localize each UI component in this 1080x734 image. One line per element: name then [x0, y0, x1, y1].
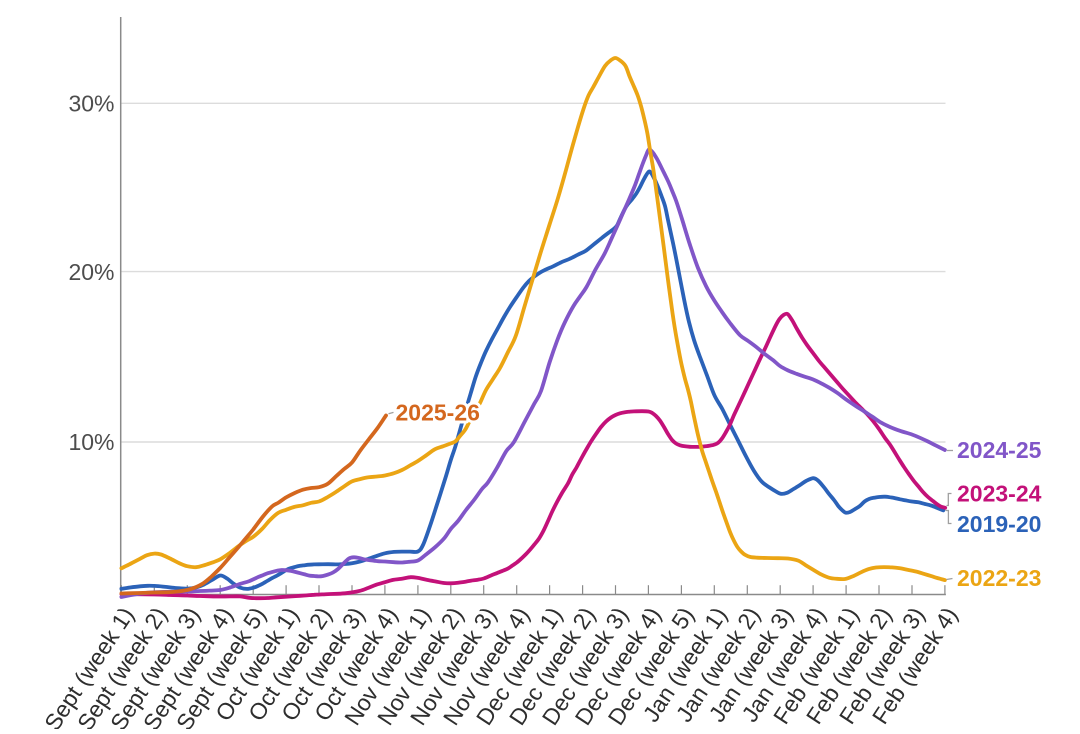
- svg-text:30%: 30%: [68, 91, 114, 117]
- svg-text:2025-26: 2025-26: [396, 400, 480, 426]
- svg-text:2022-23: 2022-23: [957, 565, 1041, 591]
- svg-text:2023-24: 2023-24: [957, 481, 1042, 507]
- svg-text:10%: 10%: [68, 429, 114, 455]
- svg-text:2024-25: 2024-25: [957, 437, 1042, 463]
- svg-text:2019-20: 2019-20: [957, 511, 1041, 537]
- svg-text:20%: 20%: [68, 259, 114, 285]
